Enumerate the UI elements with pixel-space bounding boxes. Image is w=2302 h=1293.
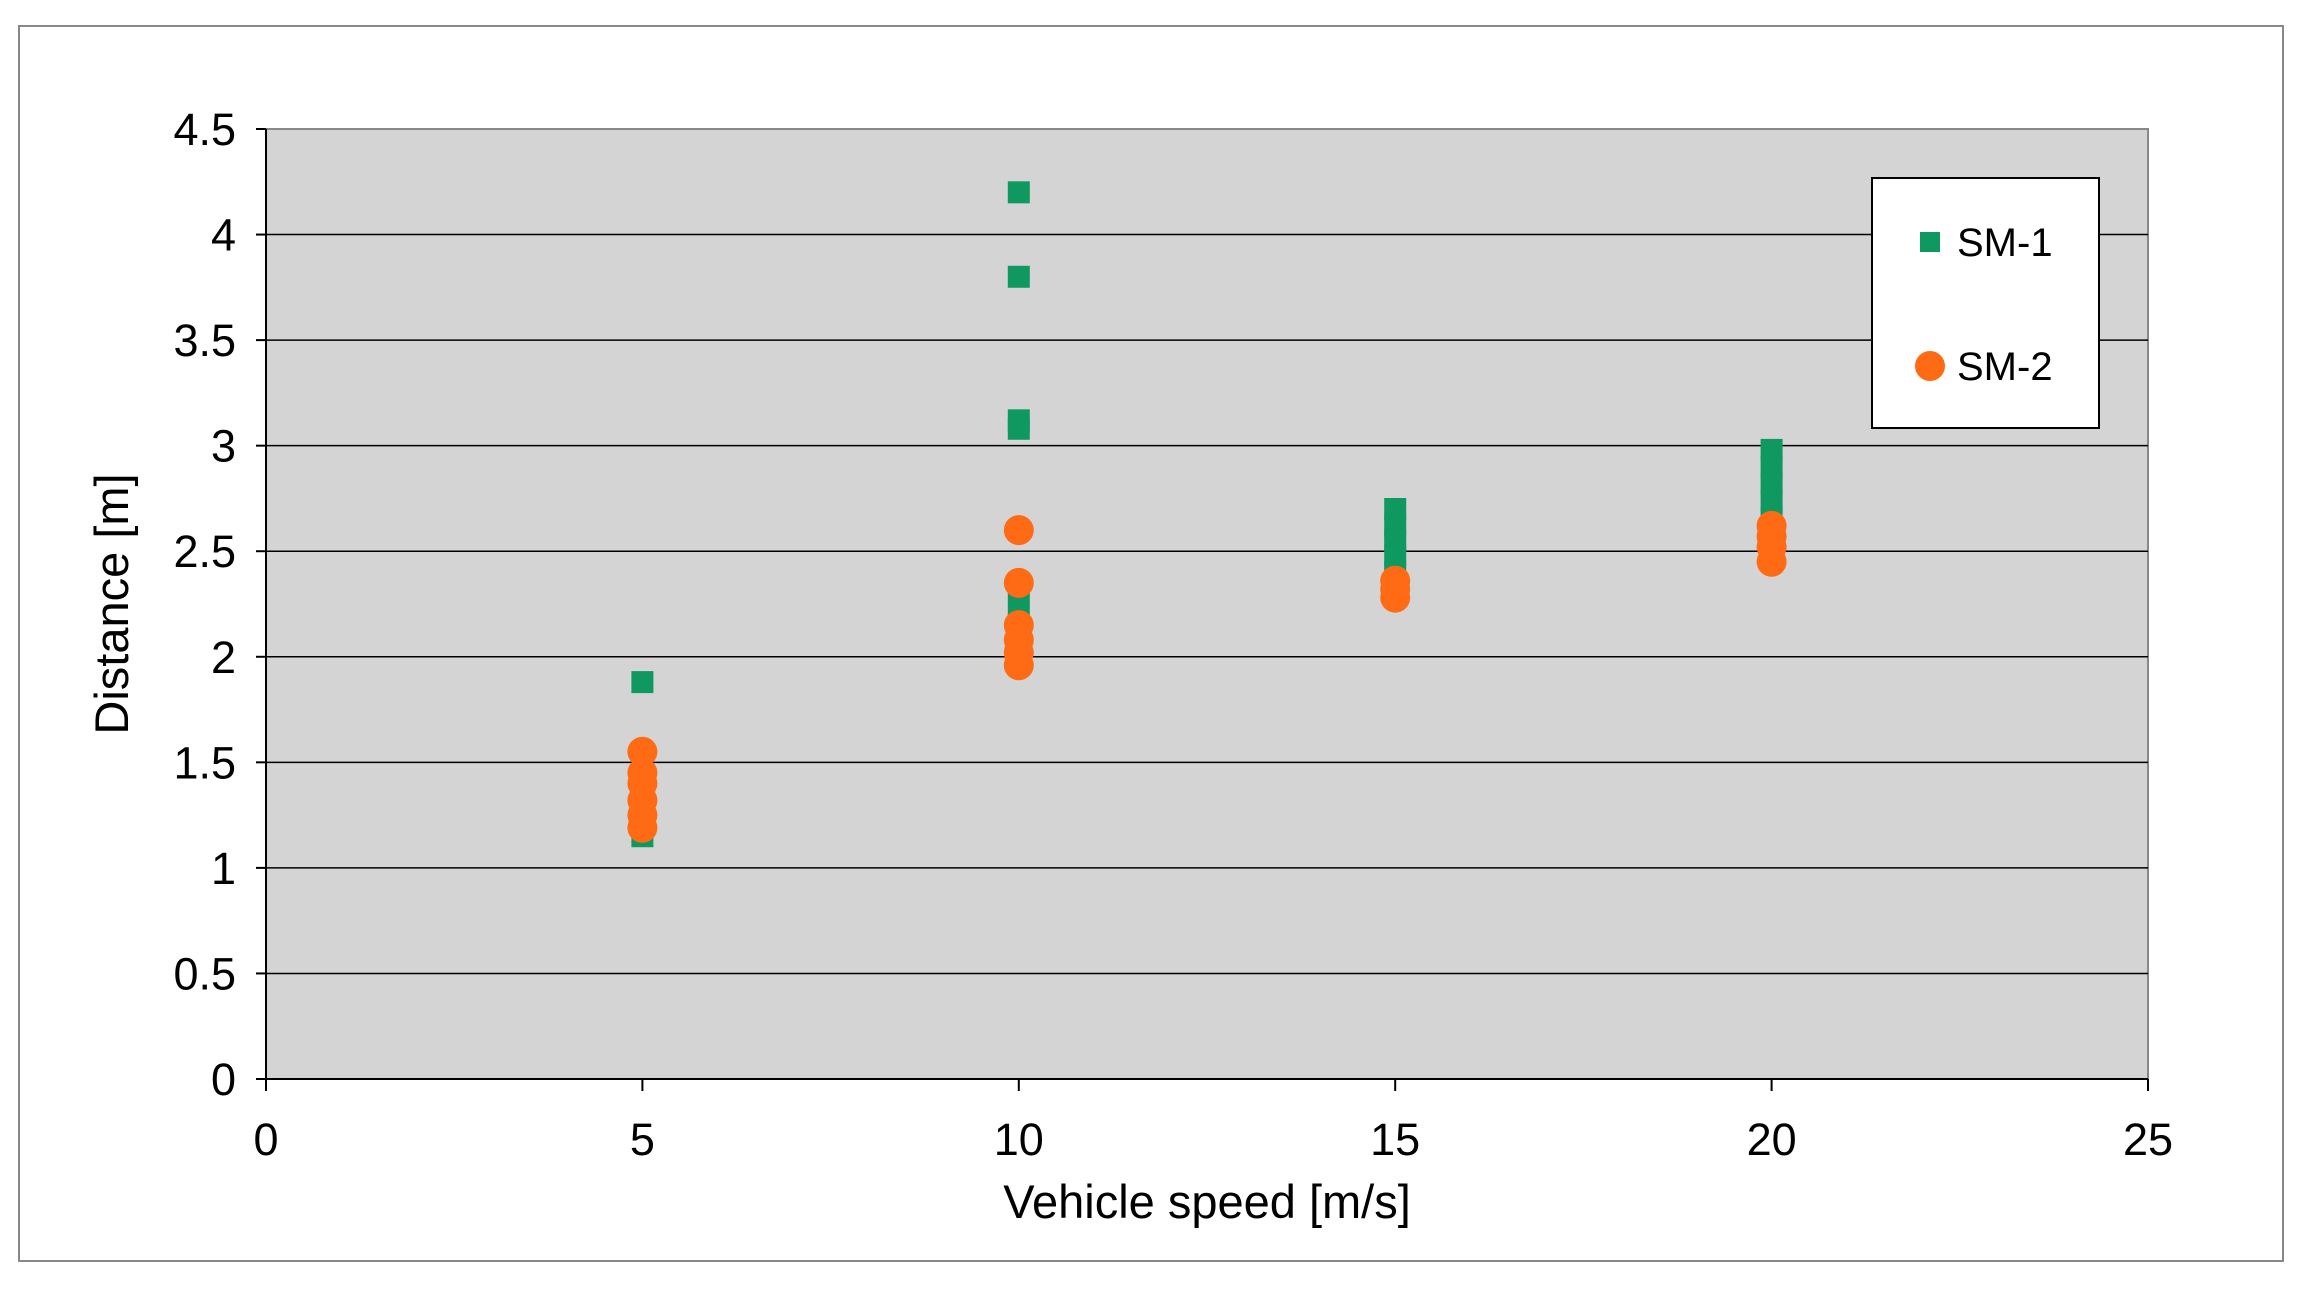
y-tick-label: 0.5 bbox=[173, 948, 236, 999]
legend-label-sm-1: SM-1 bbox=[1957, 221, 2053, 265]
data-point-sm-1 bbox=[1760, 472, 1783, 495]
data-point-sm-1 bbox=[631, 671, 654, 694]
y-tick-label: 2 bbox=[211, 632, 236, 683]
x-tick-label: 10 bbox=[994, 1114, 1044, 1165]
legend-box bbox=[1871, 177, 2100, 429]
x-axis-title: Vehicle speed [m/s] bbox=[1003, 1175, 1411, 1228]
data-point-sm-2 bbox=[1756, 546, 1787, 577]
x-tick-label: 0 bbox=[253, 1114, 278, 1165]
data-point-sm-2 bbox=[1003, 567, 1034, 598]
x-tick-label: 15 bbox=[1370, 1114, 1420, 1165]
legend-marker-sm-1 bbox=[1920, 232, 1940, 252]
x-tick-label: 5 bbox=[630, 1114, 655, 1165]
y-tick-label: 1.5 bbox=[173, 737, 236, 788]
data-point-sm-2 bbox=[627, 812, 658, 843]
data-point-sm-1 bbox=[1007, 265, 1030, 288]
legend-marker-sm-2 bbox=[1915, 351, 1945, 381]
axes bbox=[256, 128, 2149, 1091]
series-layer bbox=[627, 181, 1787, 848]
x-tick-label: 25 bbox=[2123, 1114, 2173, 1165]
data-point-sm-2 bbox=[1003, 515, 1034, 546]
data-point-sm-2 bbox=[627, 736, 658, 767]
data-point-sm-1 bbox=[1384, 544, 1407, 567]
x-tick-label: 20 bbox=[1747, 1114, 1797, 1165]
y-axis-title: Distance [m] bbox=[85, 473, 138, 734]
data-point-sm-2 bbox=[1380, 582, 1411, 613]
y-tick-label: 2.5 bbox=[173, 526, 236, 577]
y-tick-label: 4.5 bbox=[173, 104, 236, 155]
data-point-sm-1 bbox=[1007, 181, 1030, 204]
data-point-sm-1 bbox=[1384, 498, 1407, 520]
x-tick-labels: 0 5 10 15 20 25 bbox=[253, 1114, 2173, 1165]
data-point-sm-1 bbox=[1760, 438, 1783, 461]
y-tick-label: 3 bbox=[211, 421, 236, 472]
data-point-sm-1 bbox=[1007, 593, 1030, 615]
legend: SM-1 SM-2 bbox=[1871, 177, 2100, 429]
data-point-sm-1 bbox=[1760, 455, 1783, 478]
y-tick-label: 4 bbox=[211, 210, 236, 261]
gridlines bbox=[266, 233, 2148, 975]
legend-label-sm-2: SM-2 bbox=[1957, 345, 2053, 389]
y-tick-labels: 0 0.5 1 1.5 2 2.5 3 3.5 4 4.5 bbox=[173, 104, 236, 1105]
series-sm-2 bbox=[627, 510, 1787, 843]
data-point-sm-1 bbox=[1007, 417, 1030, 440]
plot-area bbox=[265, 128, 2149, 1080]
y-tick-label: 3.5 bbox=[173, 315, 236, 366]
data-point-sm-2 bbox=[1003, 650, 1034, 681]
data-point-sm-1 bbox=[1760, 489, 1783, 512]
y-tick-label: 0 bbox=[211, 1054, 236, 1105]
y-tick-label: 1 bbox=[211, 843, 236, 894]
